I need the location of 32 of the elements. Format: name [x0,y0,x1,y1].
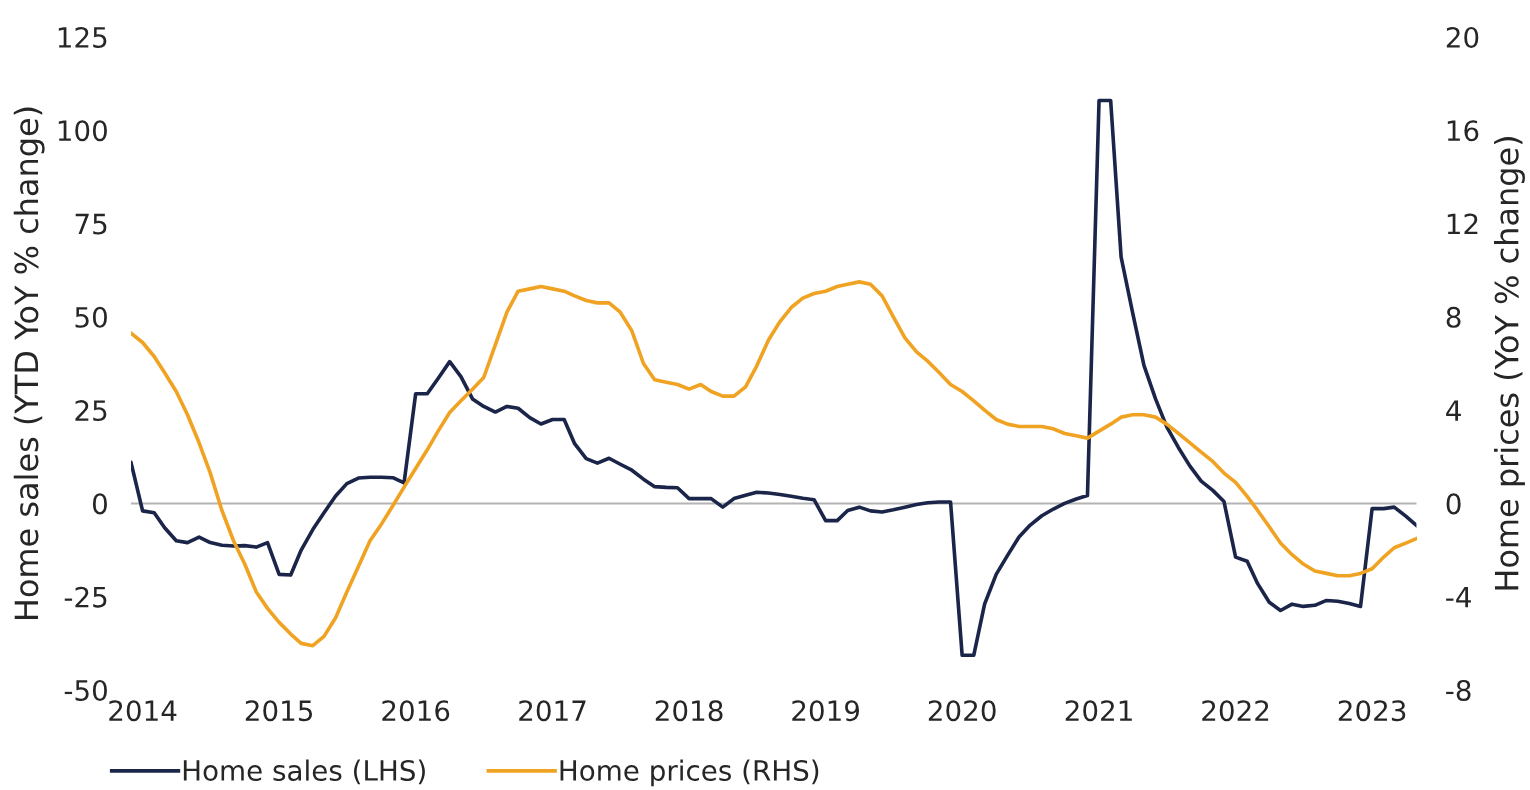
line-series [131,280,1417,648]
x-tick-label: 2021 [1065,700,1132,722]
y-tick-label: 50 [75,306,107,328]
x-tick-label: 2014 [109,700,177,722]
x-tick-label: 2018 [655,700,723,722]
line-series [131,98,1417,658]
x-tick-label: 2022 [1202,700,1269,722]
x-tick-label: 2019 [792,700,860,722]
y-tick-label: 25 [75,400,107,422]
y-tick-label: 75 [75,213,107,235]
x-tick-label: 2017 [519,700,586,722]
x-tick-label: 2023 [1338,700,1406,722]
x-tick-label: 2020 [928,700,996,722]
y2-tick-label: -8 [1446,679,1471,701]
y-axis-title: Home sales (YTD YoY % change) [13,107,45,620]
x-tick-label: 2015 [245,700,313,722]
y-tick-label: -25 [64,586,107,608]
y2-tick-label: 0 [1446,493,1461,515]
y-tick-label: 0 [92,493,107,515]
y2-tick-label: 8 [1446,306,1461,328]
y-tick-label: 125 [58,26,107,48]
y2-tick-label: 16 [1447,120,1479,142]
x-tick-label: 2016 [382,700,450,722]
y2-tick-label: 12 [1447,213,1478,235]
y2-tick-label: -4 [1446,587,1471,608]
y2-axis-title: Home prices (YoY % change) [1494,137,1525,590]
y-tick-label: 100 [58,120,107,142]
y2-tick-label: 20 [1446,26,1479,48]
y-tick-label: -50 [64,679,107,701]
y2-tick-label: 4 [1446,400,1461,421]
legend-label: Home sales (LHS) [183,759,425,785]
legend-label: Home prices (RHS) [560,759,819,787]
